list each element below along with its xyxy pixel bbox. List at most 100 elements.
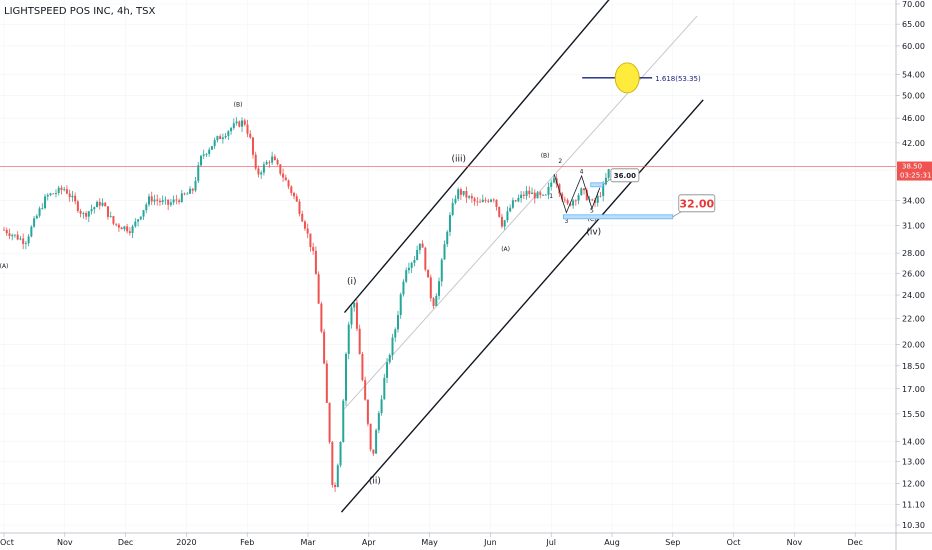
- candle-body: [164, 199, 167, 201]
- candle-body: [63, 189, 66, 191]
- candle-body: [60, 187, 63, 191]
- candle-body: [158, 200, 161, 203]
- candle-body: [498, 206, 501, 217]
- wave-label: (B): [541, 153, 550, 160]
- candles: [3, 117, 610, 493]
- y-axis[interactable]: 70.0065.0060.0054.0050.0046.0042.0038.00…: [896, 0, 925, 530]
- candle-body: [235, 121, 238, 124]
- candle-body: [484, 199, 487, 201]
- candle-body: [139, 216, 142, 220]
- candle-body: [221, 137, 224, 139]
- candle-body: [246, 124, 249, 134]
- candle-body: [213, 140, 216, 147]
- candle-body: [257, 168, 260, 175]
- current-price-badge: 38.50 03:25:31: [897, 161, 932, 181]
- candle-body: [473, 198, 476, 202]
- wave-label: 5: [590, 208, 594, 215]
- y-tick-label: 17.00: [902, 385, 925, 394]
- candle-body: [46, 195, 49, 197]
- candle-body: [271, 156, 274, 163]
- wave-label: (C): [587, 216, 596, 223]
- wave-label: (iii): [452, 155, 467, 165]
- candle-body: [104, 202, 107, 207]
- candle-body: [38, 208, 41, 216]
- wave-label: (ii): [369, 476, 381, 486]
- candle-body: [273, 156, 276, 161]
- candle-body: [552, 178, 555, 183]
- candle-body: [106, 206, 109, 217]
- candle-body: [131, 226, 134, 234]
- callout-text: 32.00: [679, 197, 714, 210]
- candle-body: [71, 195, 74, 198]
- candle-body: [468, 196, 471, 198]
- candle-body: [268, 162, 271, 163]
- x-axis[interactable]: Oct Nov Dec 2020 Feb Mar Apr May Jun Jul Aug Sep Oct…: [0, 533, 863, 547]
- candle-body: [366, 399, 369, 424]
- candle-body: [87, 211, 90, 217]
- wave-label: (B): [234, 102, 243, 109]
- candle-body: [232, 123, 235, 128]
- candle-body: [358, 328, 361, 355]
- candle-body: [153, 199, 156, 202]
- wave-label: (i): [347, 277, 357, 287]
- candle-body: [303, 221, 306, 229]
- candle-body: [41, 208, 44, 209]
- candle-body: [202, 154, 205, 156]
- candle-body: [405, 270, 408, 282]
- candle-body: [539, 192, 542, 195]
- candle-body: [98, 201, 101, 206]
- candle-body: [44, 196, 47, 209]
- callout-box: [678, 194, 716, 213]
- candle-body: [96, 201, 99, 208]
- candle-body: [301, 213, 304, 222]
- candle-body: [11, 235, 14, 237]
- candle-body: [30, 226, 33, 237]
- candle-body: [572, 200, 575, 206]
- candle-body: [517, 198, 520, 202]
- candle-body: [134, 221, 137, 227]
- channel-lower-line: [340, 99, 704, 513]
- candle-body: [402, 281, 405, 295]
- candle-body: [386, 362, 389, 378]
- candle-body: [514, 200, 517, 202]
- y-tick-label: 54.00: [902, 71, 925, 80]
- y-tick-label: 42.00: [902, 139, 925, 148]
- candle-body: [219, 136, 222, 139]
- candle-body: [199, 155, 202, 166]
- candle-body: [377, 413, 380, 431]
- x-tick-label: Oct: [0, 538, 14, 547]
- candle-body: [8, 233, 11, 237]
- candle-body: [33, 218, 36, 227]
- candle-body: [511, 200, 514, 208]
- candle-body: [287, 180, 290, 187]
- candle-body: [208, 149, 211, 154]
- candle-body: [150, 196, 153, 202]
- candle-body: [16, 234, 19, 240]
- candle-body: [503, 220, 506, 227]
- wave-label: 1: [549, 193, 553, 200]
- candle-body: [416, 250, 419, 260]
- candle-body: [76, 201, 79, 211]
- candle-body: [128, 231, 131, 234]
- candle-body: [388, 354, 391, 363]
- y-tick-label: 18.50: [902, 362, 925, 371]
- candle-body: [345, 353, 347, 401]
- candle-body: [394, 329, 397, 338]
- candle-body: [353, 302, 356, 308]
- candle-body: [293, 192, 296, 197]
- candle-body: [585, 190, 588, 201]
- candle-body: [331, 442, 334, 485]
- candle-body: [57, 187, 60, 193]
- candle-body: [180, 193, 183, 203]
- candle-body: [591, 199, 594, 201]
- x-tick-label: Dec: [118, 538, 133, 547]
- current-price-value: 38.50: [902, 163, 922, 171]
- y-tick-label: 65.00: [902, 20, 925, 29]
- wave-label: 4: [580, 169, 584, 176]
- x-tick-label: Jun: [483, 538, 497, 547]
- candle-body: [500, 216, 503, 227]
- candle-body: [27, 236, 30, 244]
- chart-title: LIGHTSPEED POS INC, 4h, TSX: [4, 6, 156, 17]
- y-tick-label: 22.00: [902, 315, 925, 324]
